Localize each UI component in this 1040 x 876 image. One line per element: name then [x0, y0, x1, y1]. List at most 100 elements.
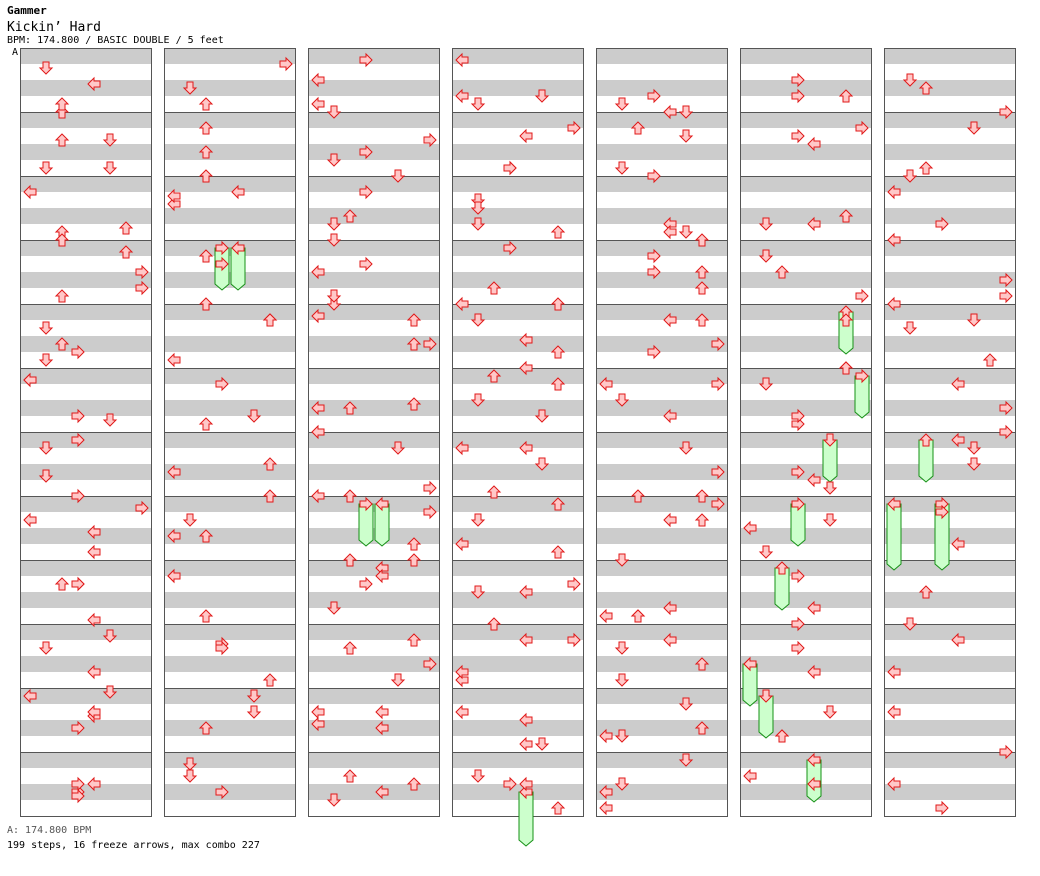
stripe-beat — [884, 304, 1016, 320]
stripe-beat — [452, 432, 584, 448]
bpm-marker-label: A — [12, 47, 19, 58]
stripe-beat — [164, 176, 296, 192]
stripe-beat — [164, 656, 296, 672]
arrow-right-icon — [503, 161, 517, 175]
arrow-down-icon — [679, 129, 693, 143]
arrow-left-icon — [599, 801, 613, 815]
stripe-beat — [164, 48, 296, 64]
stripe-beat — [596, 368, 728, 384]
stripe-beat — [740, 560, 872, 576]
stripe-beat — [308, 80, 440, 96]
stripe-beat — [308, 112, 440, 128]
stripe-beat — [308, 528, 440, 544]
arrow-left-icon — [663, 513, 677, 527]
arrow-up-icon — [55, 577, 69, 591]
arrow-down-icon — [327, 289, 341, 303]
stripe-beat — [596, 208, 728, 224]
arrow-up-icon — [55, 97, 69, 111]
stripe-beat — [452, 592, 584, 608]
stripe-beat — [20, 80, 152, 96]
arrow-up-icon — [199, 97, 213, 111]
stripe-beat — [884, 688, 1016, 704]
stripe-beat — [164, 752, 296, 768]
stripe-beat — [740, 240, 872, 256]
arrow-down-icon — [103, 161, 117, 175]
stripe-beat — [452, 368, 584, 384]
stripe-beat — [452, 752, 584, 768]
stripe-beat — [308, 784, 440, 800]
stripe-beat — [452, 240, 584, 256]
stripe-beat — [20, 336, 152, 352]
stripe-beat — [20, 48, 152, 64]
stripe-beat — [452, 624, 584, 640]
stripe-beat — [20, 784, 152, 800]
stripe-beat — [596, 176, 728, 192]
stripe-beat — [884, 112, 1016, 128]
stripe-beat — [308, 624, 440, 640]
stripe-beat — [884, 560, 1016, 576]
arrow-left-icon — [519, 129, 533, 143]
stripe-beat — [884, 272, 1016, 288]
stripe-beat — [596, 496, 728, 512]
stripe-beat — [308, 688, 440, 704]
stripe-beat — [164, 272, 296, 288]
arrow-down-icon — [679, 225, 693, 239]
arrow-down-icon — [903, 321, 917, 335]
arrow-down-icon — [471, 513, 485, 527]
arrow-up-icon — [551, 225, 565, 239]
stripe-beat — [20, 368, 152, 384]
stripe-beat — [164, 432, 296, 448]
stripe-beat — [884, 464, 1016, 480]
stripe-beat — [596, 464, 728, 480]
stripe-beat — [452, 176, 584, 192]
stripe-beat — [740, 528, 872, 544]
arrow-down-icon — [471, 769, 485, 783]
arrow-left-icon — [455, 705, 469, 719]
stripe-beat — [308, 336, 440, 352]
stripe-beat — [20, 528, 152, 544]
arrow-down-icon — [615, 97, 629, 111]
stripe-beat — [884, 432, 1016, 448]
stripe-beat — [308, 752, 440, 768]
stripe-beat — [596, 304, 728, 320]
stripe-beat — [884, 784, 1016, 800]
stripe-beat — [884, 720, 1016, 736]
stripe-beat — [20, 208, 152, 224]
arrow-left-icon — [663, 225, 677, 239]
stripe-beat — [740, 432, 872, 448]
freeze-arrow — [838, 305, 854, 355]
stripe-beat — [884, 48, 1016, 64]
arrow-up-icon — [631, 609, 645, 623]
stripe-beat — [20, 496, 152, 512]
stripe-beat — [20, 112, 152, 128]
stripe-beat — [20, 240, 152, 256]
stripe-beat — [740, 144, 872, 160]
stripe-beat — [20, 688, 152, 704]
stripe-beat — [308, 368, 440, 384]
arrow-down-icon — [823, 513, 837, 527]
arrow-up-icon — [551, 801, 565, 815]
stripe-beat — [452, 656, 584, 672]
arrow-right-icon — [935, 801, 949, 815]
stripe-beat — [452, 400, 584, 416]
stripe-beat — [884, 752, 1016, 768]
stripe-beat — [20, 720, 152, 736]
stripe-beat — [740, 784, 872, 800]
stripe-beat — [452, 688, 584, 704]
freeze-arrow — [358, 497, 374, 547]
freeze-arrow — [854, 369, 870, 419]
stripe-beat — [740, 624, 872, 640]
stripe-beat — [20, 272, 152, 288]
footer-stats: 199 steps, 16 freeze arrows, max combo 2… — [7, 840, 260, 851]
arrow-up-icon — [199, 609, 213, 623]
stripe-beat — [20, 432, 152, 448]
freeze-arrow — [758, 689, 774, 739]
arrow-up-icon — [695, 513, 709, 527]
arrow-down-icon — [391, 673, 405, 687]
stripe-beat — [596, 720, 728, 736]
arrow-down-icon — [39, 353, 53, 367]
stripe-beat — [308, 48, 440, 64]
stripe-beat — [740, 176, 872, 192]
stripe-beat — [308, 208, 440, 224]
